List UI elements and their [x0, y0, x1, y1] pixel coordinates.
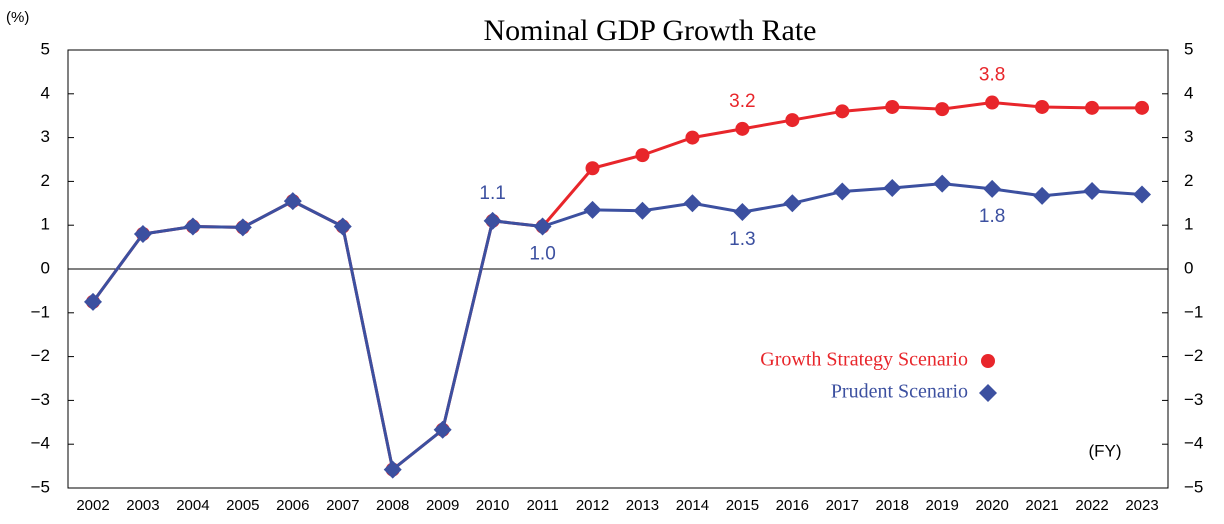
point: [1133, 185, 1151, 204]
x-tick-label: 2007: [326, 497, 359, 514]
y-tick-label: −1: [31, 302, 50, 321]
point: [233, 218, 252, 237]
point: [283, 192, 302, 211]
point: [133, 224, 152, 243]
point: [183, 217, 202, 236]
value-label: 3.2: [729, 91, 755, 112]
point: [835, 104, 850, 119]
y-tick-label: 1: [41, 215, 50, 234]
x-tick-label: 2011: [526, 497, 558, 514]
value-label: 1.3: [729, 229, 755, 250]
y2-tick-label: −1: [1184, 302, 1203, 321]
x-tick-label: 2006: [276, 497, 309, 514]
x-tick-label: 2020: [975, 497, 1008, 514]
legend-marker: [981, 354, 995, 368]
point: [733, 203, 752, 222]
y2-tick-label: −5: [1184, 477, 1203, 496]
point: [685, 130, 700, 145]
x-tick-label: 2019: [926, 497, 959, 514]
y2-tick-label: 0: [1184, 258, 1193, 277]
point: [735, 121, 750, 136]
y2-tick-label: −2: [1184, 346, 1203, 365]
point: [483, 211, 502, 230]
point: [583, 200, 602, 219]
y2-tick-label: −3: [1184, 390, 1203, 409]
x-tick-label: 2002: [76, 497, 109, 514]
x-tick-label: 2023: [1125, 497, 1158, 514]
y-tick-label: 3: [41, 127, 50, 146]
x-tick-label: 2009: [426, 497, 459, 514]
point: [783, 194, 802, 213]
legend-marker: [979, 384, 997, 402]
y-unit: (%): [6, 9, 29, 26]
x-tick-label: 2014: [676, 497, 709, 514]
point: [635, 148, 650, 163]
y-tick-label: −2: [31, 346, 50, 365]
x-tick-label: 2013: [626, 497, 659, 514]
x-tick-label: 2022: [1075, 497, 1108, 514]
x-tick-label: 2015: [726, 497, 759, 514]
y-tick-label: −4: [31, 434, 50, 453]
y2-tick-label: −4: [1184, 434, 1203, 453]
x-tick-label: 2017: [826, 497, 859, 514]
y-tick-label: 5: [41, 39, 50, 58]
x-tick-label: 2018: [876, 497, 909, 514]
point: [1135, 100, 1149, 115]
point: [1035, 99, 1050, 114]
x-tick-label: 2004: [176, 497, 209, 514]
legend-label: Growth Strategy Scenario: [760, 349, 968, 371]
y2-tick-label: 1: [1184, 215, 1193, 234]
point: [585, 161, 600, 176]
series-line: [91, 101, 1142, 473]
legend-label: Prudent Scenario: [831, 381, 968, 403]
point: [883, 178, 902, 197]
point: [833, 182, 852, 201]
point: [683, 194, 702, 213]
point: [383, 460, 402, 479]
point: [785, 113, 800, 128]
y2-tick-label: 4: [1184, 83, 1193, 102]
y-tick-label: 2: [41, 171, 50, 190]
x-tick-label: 2010: [476, 497, 509, 514]
value-label: 1.8: [979, 206, 1005, 227]
y-tick-label: −3: [31, 390, 50, 409]
x-tick-label: 2021: [1025, 497, 1058, 514]
y2-tick-label: 2: [1184, 171, 1193, 190]
point: [633, 201, 652, 220]
value-label: 3.8: [979, 65, 1005, 86]
x-unit: (FY): [1088, 441, 1121, 460]
point: [333, 217, 352, 236]
point: [1083, 182, 1102, 201]
x-tick-label: 2003: [126, 497, 159, 514]
point: [933, 174, 952, 193]
y2-tick-label: 3: [1184, 127, 1193, 146]
x-tick-label: 2012: [576, 497, 609, 514]
y-tick-label: −5: [31, 477, 50, 496]
point: [985, 95, 1000, 110]
series-line: [91, 182, 1143, 473]
y-tick-label: 0: [41, 258, 50, 277]
value-label: 1.0: [529, 244, 555, 265]
point: [433, 420, 452, 439]
point: [1033, 186, 1052, 205]
point: [935, 102, 950, 117]
point: [983, 179, 1002, 198]
x-tick-label: 2005: [226, 497, 259, 514]
point: [84, 292, 102, 311]
x-tick-label: 2008: [376, 497, 409, 514]
chart-title: Nominal GDP Growth Rate: [483, 14, 816, 47]
point: [1085, 100, 1100, 115]
x-tick-label: 2016: [776, 497, 809, 514]
value-label: 1.1: [479, 183, 505, 204]
point: [885, 99, 900, 114]
point: [533, 217, 552, 236]
y-tick-label: 4: [41, 83, 50, 102]
y2-tick-label: 5: [1184, 39, 1193, 58]
